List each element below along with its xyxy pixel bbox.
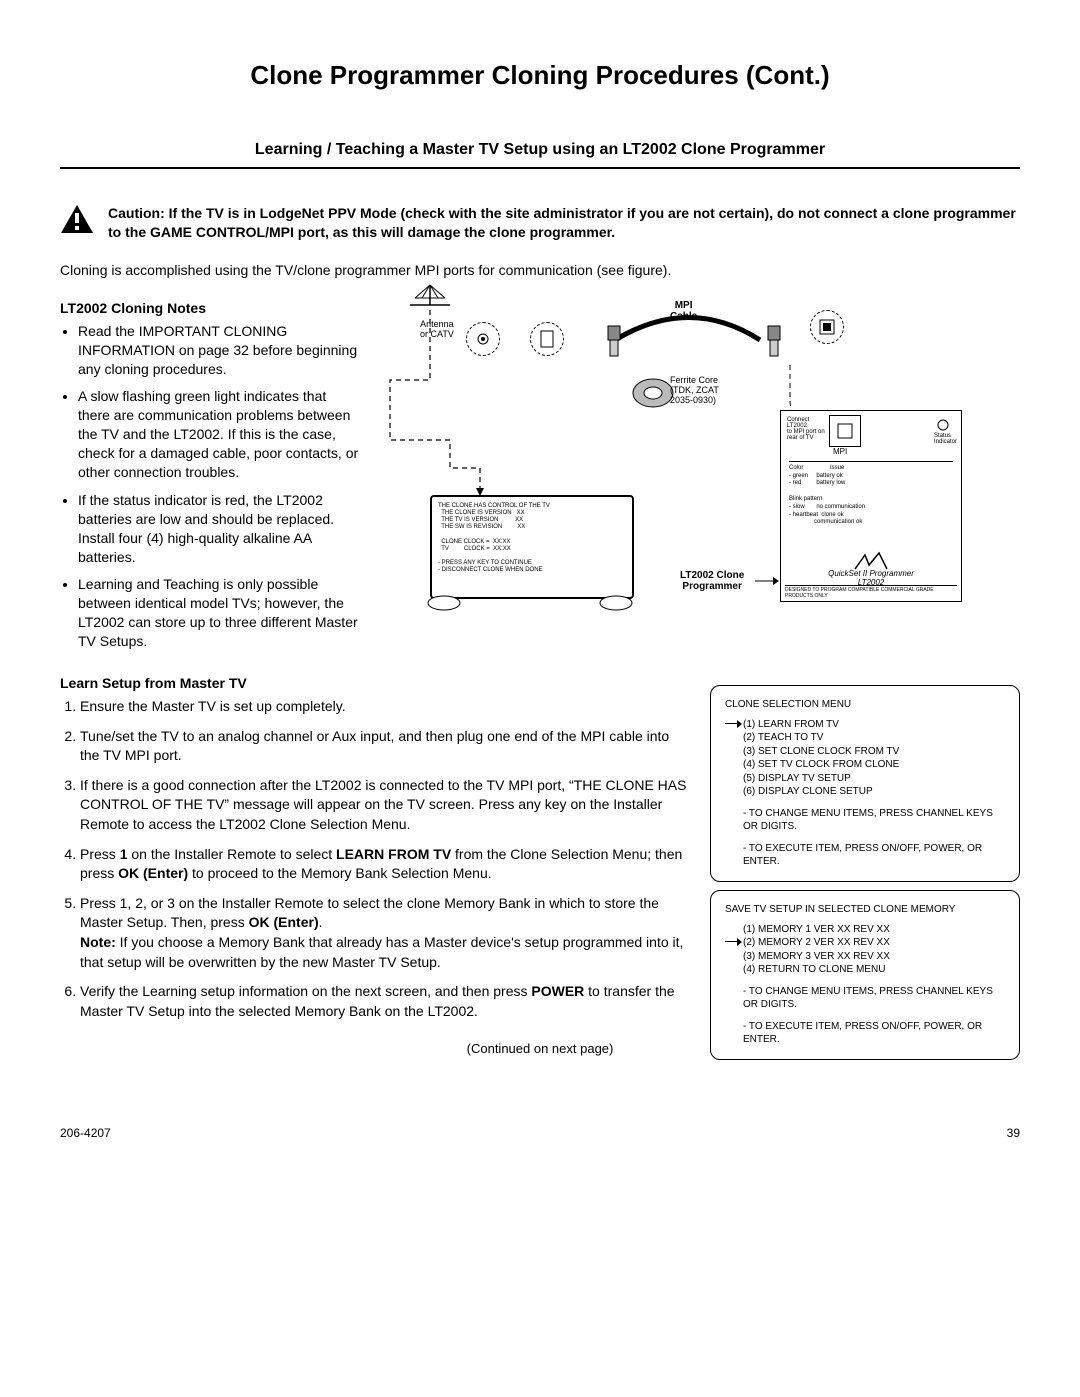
status-label: StatusIndicator	[934, 433, 957, 445]
tv-icon: THE CLONE HAS CONTROL OF THE TV THE CLON…	[430, 495, 634, 599]
page-footer: 206-4207 39	[60, 1126, 1020, 1140]
menu-item: (2) MEMORY 2 VER XX REV XX	[725, 936, 1005, 950]
notes-list: Read the IMPORTANT CLONING INFORMATION o…	[60, 322, 360, 651]
arrow-icon	[755, 576, 779, 586]
section-subtitle: Learning / Teaching a Master TV Setup us…	[60, 141, 1020, 159]
caution-text: Caution: If the TV is in LodgeNet PPV Mo…	[108, 204, 1020, 242]
menu-item: (3) MEMORY 3 VER XX REV XX	[725, 950, 1005, 964]
plug-icon	[598, 322, 630, 354]
doc-number: 206-4207	[60, 1126, 111, 1140]
menu-title: CLONE SELECTION MENU	[725, 698, 1005, 712]
port-note: Connect LT2002to MPI port onrear of TV	[787, 417, 827, 441]
connector-icon	[466, 322, 500, 356]
menu-note: - TO CHANGE MENU ITEMS, PRESS CHANNEL KE…	[725, 807, 1005, 834]
menu-item: (6) DISPLAY CLONE SETUP	[725, 785, 1005, 799]
led-legend: Color Issue- green battery ok- red batte…	[789, 465, 865, 527]
ferrite-label: Ferrite Core (TDK, ZCAT 2035-0930)	[670, 376, 719, 406]
menu-note: - TO EXECUTE ITEM, PRESS ON/OFF, POWER, …	[725, 842, 1005, 869]
connector-icon	[530, 322, 564, 356]
mpi-port-icon	[829, 415, 861, 447]
page-number: 39	[1007, 1126, 1020, 1140]
wiring-diagram: Antenna or CATV MPI Cable	[380, 290, 1020, 665]
menu-title: SAVE TV SETUP IN SELECTED CLONE MEMORY	[725, 903, 1005, 917]
tv-screen-text: THE CLONE HAS CONTROL OF THE TV THE CLON…	[432, 497, 632, 581]
legal-text: DESIGNED TO PROGRAM COMPATIBLE COMMERCIA…	[785, 585, 957, 599]
programmer-label: LT2002 Clone Programmer	[680, 570, 744, 592]
jack-icon	[810, 310, 844, 344]
list-item: A slow flashing green light indicates th…	[78, 387, 360, 481]
menu-item: (3) SET CLONE CLOCK FROM TV	[725, 745, 1005, 759]
page-title: Clone Programmer Cloning Procedures (Con…	[60, 60, 1020, 91]
save-memory-menu: SAVE TV SETUP IN SELECTED CLONE MEMORY (…	[710, 890, 1020, 1060]
clone-selection-menu: CLONE SELECTION MENU (1) LEARN FROM TV (…	[710, 685, 1020, 882]
caution-block: Caution: If the TV is in LodgeNet PPV Mo…	[60, 204, 1020, 242]
notes-heading: LT2002 Cloning Notes	[60, 300, 360, 316]
mpi-cable-label: MPI Cable	[670, 300, 697, 322]
divider	[60, 167, 1020, 169]
intro-text: Cloning is accomplished using the TV/clo…	[60, 262, 1020, 278]
menu-item: (1) LEARN FROM TV	[725, 718, 1005, 732]
menu-item: (5) DISPLAY TV SETUP	[725, 772, 1005, 786]
menu-item: (4) RETURN TO CLONE MENU	[725, 963, 1005, 977]
list-item: If the status indicator is red, the LT20…	[78, 491, 360, 567]
tv-stand-icon	[424, 593, 636, 611]
menu-note: - TO CHANGE MENU ITEMS, PRESS CHANNEL KE…	[725, 985, 1005, 1012]
menu-note: - TO EXECUTE ITEM, PRESS ON/OFF, POWER, …	[725, 1020, 1005, 1047]
programmer-box: Connect LT2002to MPI port onrear of TV S…	[780, 410, 962, 602]
list-item: Read the IMPORTANT CLONING INFORMATION o…	[78, 322, 360, 379]
learn-section: Learn Setup from Master TV Ensure the Ma…	[60, 675, 1020, 1021]
menu-item: (4) SET TV CLOCK FROM CLONE	[725, 758, 1005, 772]
plug-icon	[758, 322, 790, 354]
mpi-port-label: MPI	[833, 447, 847, 456]
warning-icon	[60, 204, 94, 234]
menu-item: (2) TEACH TO TV	[725, 731, 1005, 745]
menu-item: (1) MEMORY 1 VER XX REV XX	[725, 923, 1005, 937]
list-item: Learning and Teaching is only possible b…	[78, 575, 360, 651]
